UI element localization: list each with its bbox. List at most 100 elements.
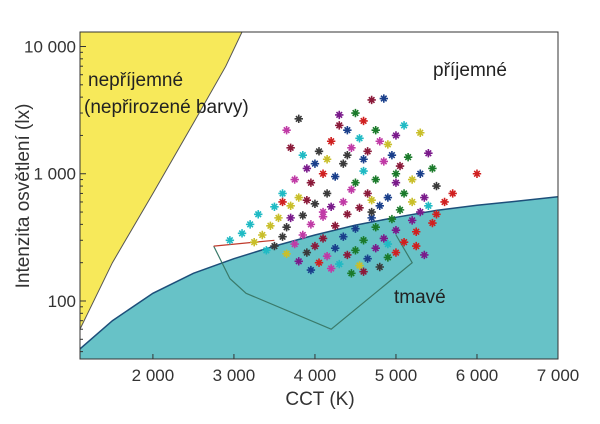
data-point [407, 175, 417, 184]
x-tick-label: 5 000 [375, 366, 418, 385]
data-point [351, 108, 360, 118]
data-point [407, 216, 417, 225]
boundary-lower-line [80, 195, 558, 350]
data-point [428, 164, 437, 173]
data-point [416, 128, 425, 137]
data-point [351, 224, 360, 233]
data-point [432, 181, 441, 191]
polygon-layer [213, 234, 413, 330]
region-dark [80, 196, 558, 359]
data-point [355, 203, 364, 212]
data-point [225, 236, 235, 245]
data-point [375, 262, 384, 272]
data-point [399, 121, 409, 130]
data-point [383, 253, 393, 262]
data-point [367, 213, 376, 223]
data-point [286, 201, 295, 210]
data-point [383, 239, 393, 249]
data-point [375, 201, 384, 210]
data-point [395, 205, 405, 215]
x-tick-label: 7 000 [537, 366, 580, 385]
data-point [343, 125, 352, 135]
data-point [472, 169, 482, 178]
data-point [322, 155, 332, 164]
data-point [278, 197, 287, 207]
data-point [403, 152, 413, 162]
data-point [355, 134, 364, 143]
data-point [294, 193, 303, 202]
data-point [391, 248, 401, 257]
data-point [237, 229, 247, 238]
x-tick-label: 3 000 [213, 366, 256, 385]
data-point [286, 143, 295, 152]
data-point [302, 164, 312, 173]
y-axis-label: Intenzita osvětlení (lx) [13, 104, 34, 289]
data-point [371, 243, 380, 253]
boundary-upper-line [80, 32, 243, 330]
data-point [326, 202, 336, 211]
data-point [290, 239, 299, 249]
data-point [387, 214, 397, 224]
data-point [383, 193, 393, 202]
data-point [339, 159, 348, 168]
data-point [359, 236, 368, 245]
data-point [367, 207, 376, 217]
data-point [331, 172, 340, 181]
data-point [371, 223, 380, 232]
data-point [298, 150, 307, 160]
data-point [391, 131, 401, 140]
data-point [298, 211, 307, 220]
data-point [416, 207, 425, 217]
data-point [355, 261, 364, 270]
data-point [383, 140, 393, 149]
data-point [363, 147, 372, 156]
data-point [290, 175, 299, 184]
data-point [318, 169, 328, 178]
data-point [407, 197, 417, 207]
x-tick-label: 4 000 [294, 366, 337, 385]
data-point [314, 258, 324, 267]
data-point [448, 189, 457, 198]
data-point [359, 116, 368, 126]
data-point [379, 94, 389, 103]
y-axis-ticks: 100 1 000 10 000 [24, 37, 86, 353]
x-tick-label: 2 000 [132, 366, 175, 385]
data-point [420, 250, 429, 260]
data-point [335, 121, 344, 130]
data-point [343, 210, 352, 219]
data-point [420, 193, 429, 202]
data-point [335, 259, 344, 269]
data-point [371, 125, 380, 135]
data-point [306, 265, 316, 275]
data-point [428, 218, 437, 228]
points-layer [225, 94, 482, 278]
data-point [347, 143, 356, 152]
data-point [391, 226, 401, 235]
data-point [318, 207, 328, 217]
plot-frame [79, 31, 559, 360]
data-point [310, 241, 320, 251]
data-point [254, 210, 263, 219]
data-point [318, 212, 328, 221]
data-point [310, 159, 320, 168]
data-point [282, 249, 291, 258]
data-point [395, 161, 405, 171]
data-point [294, 114, 303, 124]
data-point [375, 137, 384, 146]
polygon-outline-1 [213, 239, 275, 247]
data-point [359, 166, 368, 176]
y-tick-label: 10 000 [24, 37, 76, 56]
data-point [331, 243, 340, 253]
region-unpleasant [80, 32, 242, 330]
region-label-unpleasant: nepříjemné [88, 70, 183, 91]
data-point [282, 125, 291, 135]
data-point [326, 137, 336, 146]
data-point [262, 246, 271, 255]
data-point [424, 149, 433, 158]
data-point [367, 195, 376, 205]
data-point [391, 178, 401, 187]
data-point [306, 220, 316, 229]
data-point [245, 220, 255, 229]
x-axis-label: CCT (K) [285, 389, 354, 410]
data-point [379, 234, 389, 243]
